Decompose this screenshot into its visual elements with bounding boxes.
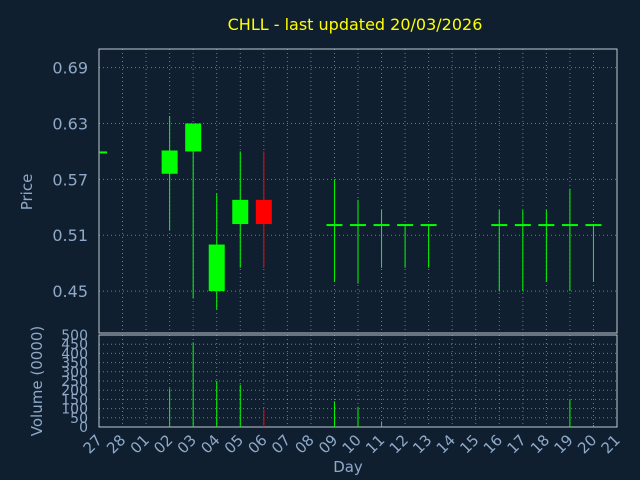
day-tick-label: 13 xyxy=(409,431,435,457)
candle-body xyxy=(514,224,531,227)
day-tick-label: 03 xyxy=(174,431,200,457)
day-tick-label: 17 xyxy=(503,431,529,457)
volume-tick-label: 450 xyxy=(61,337,88,353)
candle-body xyxy=(185,123,202,152)
candle-body xyxy=(397,224,414,227)
price-tick-label: 0.51 xyxy=(52,226,88,245)
day-tick-label: 14 xyxy=(433,431,459,457)
volume-tick-label: 350 xyxy=(61,356,88,372)
chart-title: CHLL - last updated 20/03/2026 xyxy=(228,15,483,34)
candle-body xyxy=(538,224,555,227)
volume-tick-label: 100 xyxy=(61,402,88,418)
day-tick-label: 28 xyxy=(103,431,129,457)
day-axis-label: Day xyxy=(333,458,363,476)
candle-body xyxy=(208,244,225,292)
candle-body xyxy=(585,224,602,227)
day-tick-label: 15 xyxy=(456,431,482,457)
day-tick-label: 09 xyxy=(315,431,341,457)
volume-tick-label: 50 xyxy=(70,411,88,427)
day-tick-label: 21 xyxy=(598,431,624,457)
day-tick-label: 19 xyxy=(551,431,577,457)
price-tick-label: 0.63 xyxy=(52,114,88,133)
volume-tick-label: 500 xyxy=(61,328,88,344)
price-tick-label: 0.45 xyxy=(52,282,88,301)
volume-tick-label: 200 xyxy=(61,383,88,399)
volume-tick-label: 300 xyxy=(61,365,88,381)
price-tick-label: 0.57 xyxy=(52,170,88,189)
candle-body xyxy=(161,150,178,174)
day-tick-label: 10 xyxy=(339,431,365,457)
price-plot-frame xyxy=(98,48,618,334)
candle-body xyxy=(255,199,272,225)
day-tick-label: 02 xyxy=(150,431,176,457)
day-tick-label: 06 xyxy=(244,431,270,457)
day-tick-label: 05 xyxy=(221,431,247,457)
day-tick-label: 07 xyxy=(268,431,294,457)
volume-tick-label: 250 xyxy=(61,374,88,390)
day-tick-label: 18 xyxy=(527,431,553,457)
day-tick-label: 20 xyxy=(574,431,600,457)
day-tick-label: 01 xyxy=(127,431,153,457)
candle-body xyxy=(561,224,578,227)
candle-body xyxy=(420,224,437,227)
candle-body xyxy=(99,151,107,154)
day-tick-label: 04 xyxy=(197,431,223,457)
candle-body xyxy=(350,224,366,227)
price-tick-label: 0.69 xyxy=(52,59,88,78)
volume-tick-label: 0 xyxy=(79,420,88,436)
day-tick-label: 12 xyxy=(386,431,412,457)
day-tick-label: 11 xyxy=(362,431,388,457)
candle-body xyxy=(326,224,343,227)
day-tick-label: 16 xyxy=(480,431,506,457)
candle-body xyxy=(491,224,508,227)
volume-tick-label: 150 xyxy=(61,392,88,408)
day-tick-label: 08 xyxy=(292,431,318,457)
price-axis-label: Price xyxy=(18,174,36,211)
candle-body xyxy=(373,224,390,227)
volume-axis-label: Volume (0000) xyxy=(28,326,46,436)
candle-body xyxy=(232,199,249,225)
volume-tick-label: 400 xyxy=(61,346,88,362)
